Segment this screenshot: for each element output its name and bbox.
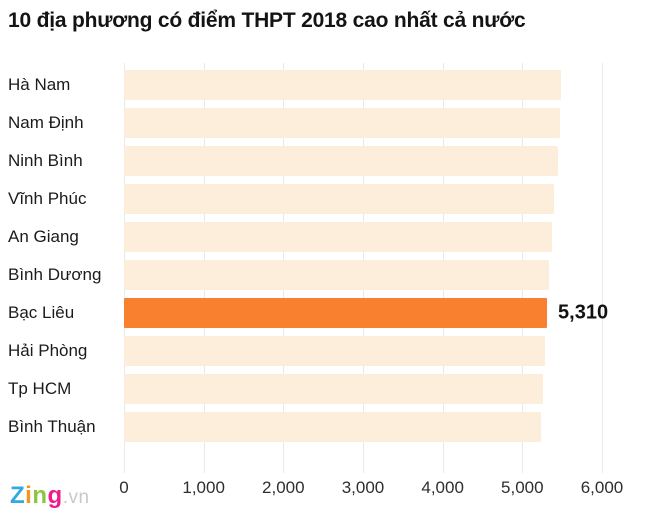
bar-highlighted <box>124 298 548 328</box>
bar <box>124 374 544 404</box>
zing-logo-letter: i <box>25 482 33 509</box>
category-label: Hải Phòng <box>8 341 88 360</box>
highlight-value-label: 5,310 <box>558 301 609 324</box>
zing-logo-letter: Z <box>10 482 26 509</box>
category-label: An Giang <box>8 227 79 246</box>
zing-logo: Zing.vn <box>10 482 90 510</box>
zing-logo-letters: Zing <box>10 482 63 509</box>
gridline <box>602 63 603 473</box>
zing-logo-letter: n <box>32 482 48 509</box>
x-axis-tick-label: 4,000 <box>421 478 464 497</box>
bar <box>124 222 552 252</box>
bar <box>124 146 559 176</box>
chart-title: 10 địa phương có điểm THPT 2018 cao nhất… <box>8 9 526 32</box>
x-axis-tick-label: 6,000 <box>580 478 624 497</box>
category-label: Vĩnh Phúc <box>8 189 87 208</box>
category-label: Nam Định <box>8 113 84 132</box>
zing-logo-suffix: .vn <box>62 487 90 508</box>
bar <box>124 184 555 214</box>
x-axis-tick-label: 3,000 <box>341 478 385 497</box>
category-label: Tp HCM <box>8 379 72 398</box>
category-label: Hà Nam <box>8 75 71 94</box>
x-axis-tick-label: 5,000 <box>501 478 544 497</box>
category-label: Bình Thuận <box>8 417 96 436</box>
x-axis-tick-label: 0 <box>119 478 129 497</box>
category-label: Ninh Bình <box>8 151 83 170</box>
x-axis-tick-label: 2,000 <box>262 478 305 497</box>
bar <box>124 336 545 366</box>
category-label: Bình Dương <box>8 265 102 284</box>
bar <box>124 412 542 442</box>
bar <box>124 70 561 100</box>
x-axis-tick-label: 1,000 <box>182 478 225 497</box>
bar <box>124 108 560 138</box>
bar <box>124 260 550 290</box>
category-label: Bạc Liêu <box>8 303 75 322</box>
zing-logo-letter: g <box>47 482 63 509</box>
